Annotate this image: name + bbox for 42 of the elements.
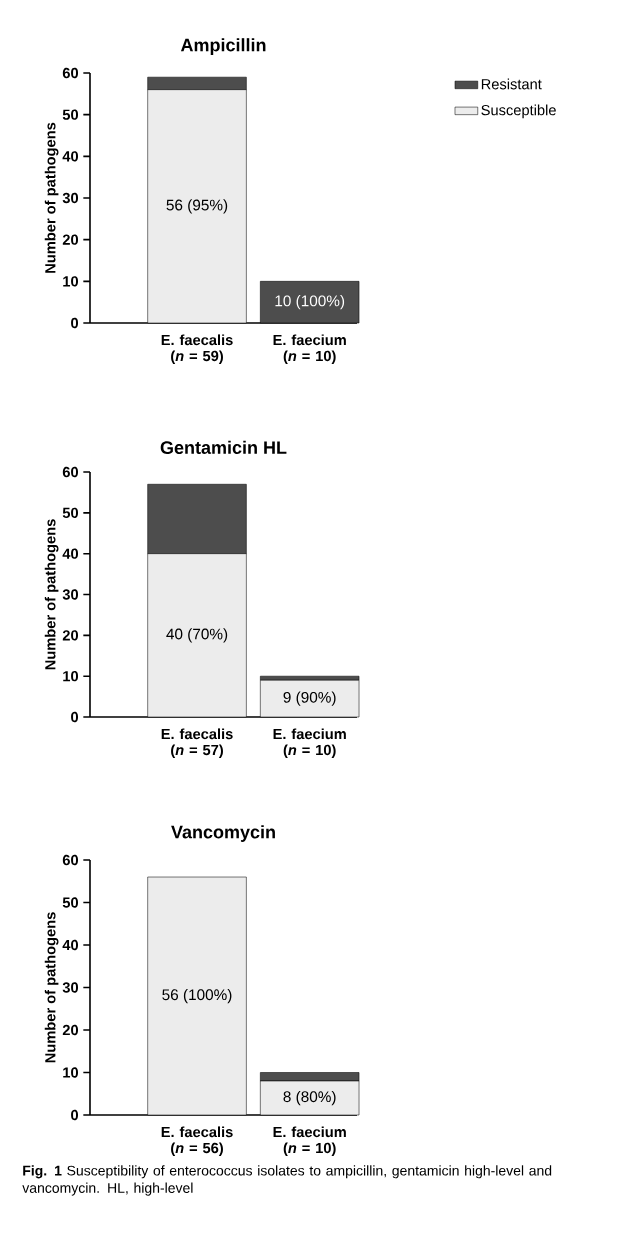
y-tick-label: 30 [62, 192, 79, 204]
y-tick-label: 60 [62, 67, 79, 79]
x-tick-label: E. faecalis (n = 57) [161, 728, 233, 759]
chart-title: Vancomycin [171, 825, 275, 842]
data-label: 56 (100%) [162, 988, 232, 1004]
y-tick-label: 50 [62, 897, 79, 908]
x-tick-label: E. faecium (n = 10) [273, 728, 346, 759]
x-tick-label: E. faecium (n = 10) [273, 1126, 346, 1157]
y-tick-label: 10 [63, 276, 79, 287]
y-tick-label: 40 [62, 548, 79, 559]
y-tick-label: 40 [62, 939, 79, 951]
chart-title: Ampicillin [180, 38, 266, 55]
y-tick-label: 20 [62, 630, 79, 641]
text: Fig. 1 Susceptibility of enterococcus isolates to ampicillin, gentamicin high-level and vancomycin. HL, high-level [22, 1165, 552, 1196]
y-tick-label: 30 [62, 982, 79, 993]
data-label: 10 (100%) [275, 295, 345, 310]
y-tick-label: 0 [71, 1109, 79, 1121]
y-axis-title: Number of pathogens [44, 519, 59, 670]
y-tick-label: 0 [71, 317, 79, 329]
data-label: 8 (80%) [283, 1090, 336, 1106]
y-axis-title: Number of pathogens [44, 912, 59, 1063]
y-tick-label: 0 [71, 711, 79, 723]
y-axis-title: Number of pathogens [44, 122, 59, 273]
y-tick-label: 20 [62, 1024, 79, 1036]
y-tick-label: 50 [62, 109, 79, 120]
y-tick-label: 10 [63, 671, 79, 682]
legend-label: Resistant [481, 78, 542, 90]
y-tick-label: 20 [62, 234, 79, 245]
y-tick-label: 50 [62, 507, 79, 519]
y-tick-label: 30 [62, 589, 79, 600]
y-tick-label: 10 [63, 1067, 79, 1078]
data-label: 40 (70%) [166, 628, 228, 643]
y-tick-label: 60 [62, 466, 79, 478]
chart-title: Gentamicin HL [160, 440, 287, 454]
legend-label: Susceptible [481, 104, 556, 119]
x-tick-label: E. faecalis (n = 59) [161, 334, 233, 365]
y-tick-label: 40 [62, 151, 79, 162]
data-label: 56 (95%) [166, 199, 228, 214]
data-label: 9 (90%) [283, 691, 336, 706]
y-tick-label: 60 [62, 854, 79, 866]
x-tick-label: E. faecalis (n = 56) [161, 1126, 233, 1157]
x-tick-label: E. faecium (n = 10) [273, 334, 346, 365]
